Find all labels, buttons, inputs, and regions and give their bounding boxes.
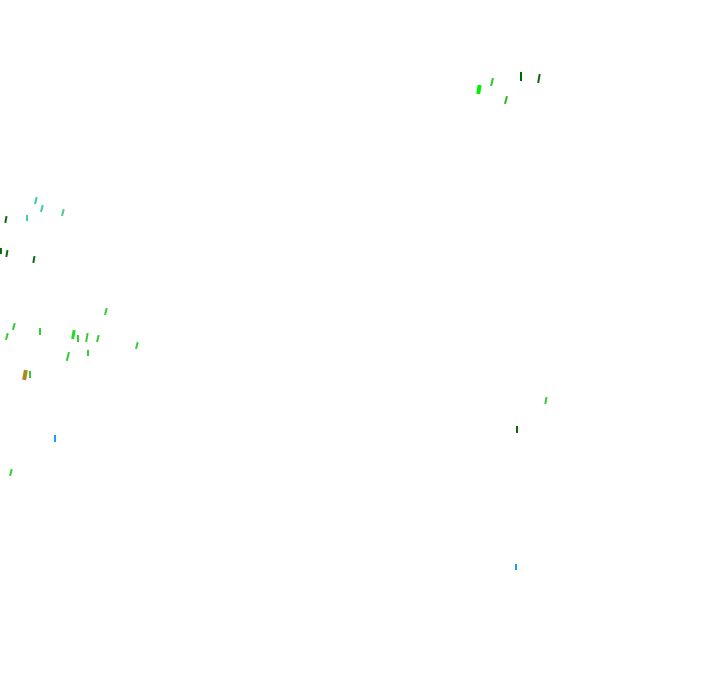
speck [515,564,517,570]
speck-cluster-top-right [476,72,541,105]
speck [39,328,41,335]
speck [11,322,16,331]
speck [4,332,9,341]
speck-cluster-left [0,196,139,477]
speck [32,255,36,264]
speck [54,435,56,442]
speck [5,249,9,258]
speck [33,196,38,205]
speck [4,215,8,224]
speck [520,72,522,81]
speck [516,426,518,433]
speck [503,95,509,105]
speck [537,73,541,84]
speck [65,351,71,362]
speck [26,215,28,221]
speck [29,371,31,378]
speck [489,77,495,87]
speck [85,332,89,343]
speck [103,307,108,316]
speck-cluster-lower-right [515,396,548,570]
speck [39,204,44,213]
speck [0,248,2,254]
speck [476,84,482,95]
speck [22,369,28,381]
speck [95,334,100,343]
speck [8,468,13,477]
speck [134,341,139,350]
speck [544,396,548,405]
speck [87,350,89,356]
speck [71,329,76,340]
speck [77,335,79,342]
speck [60,208,65,217]
